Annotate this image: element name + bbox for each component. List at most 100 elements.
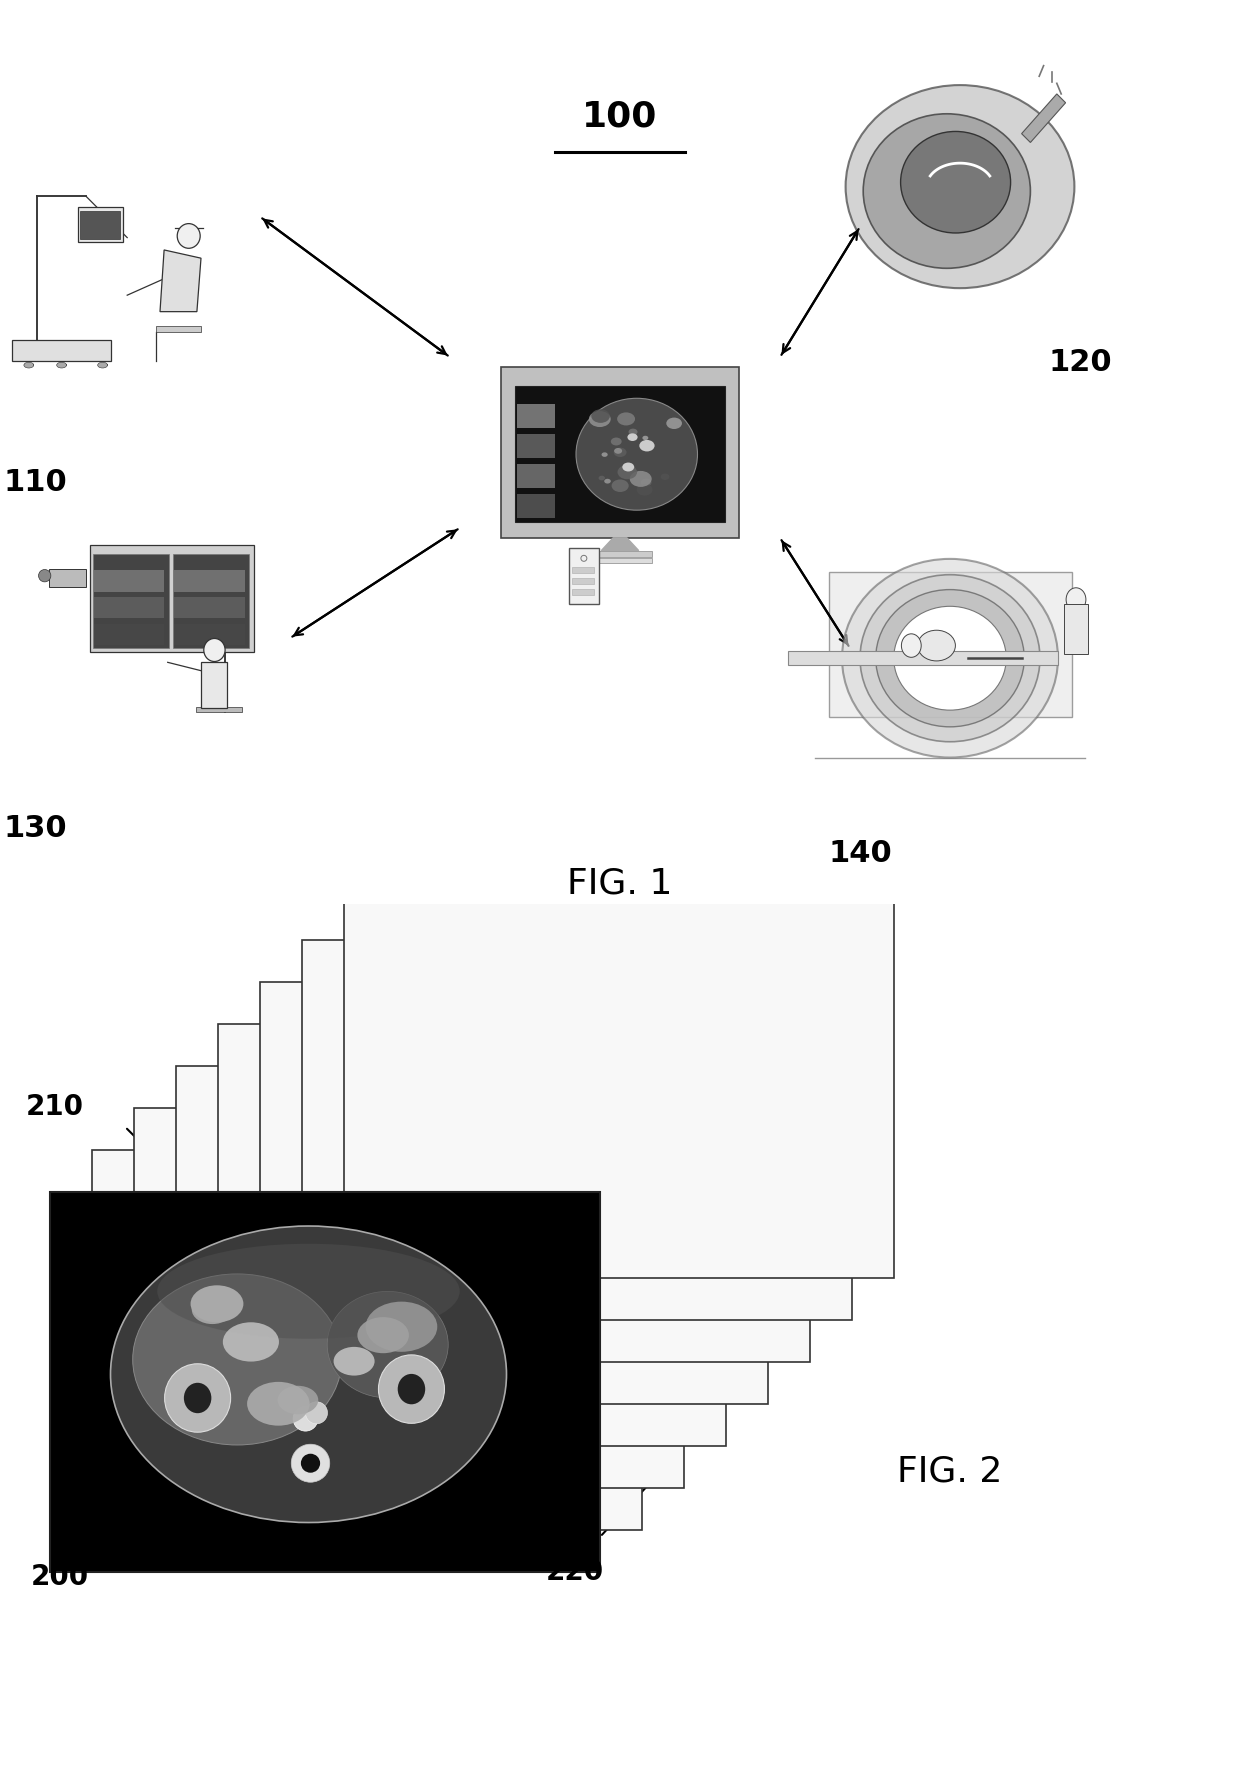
Bar xyxy=(517,464,556,489)
Ellipse shape xyxy=(918,631,955,661)
Ellipse shape xyxy=(863,113,1030,268)
Bar xyxy=(588,558,652,563)
Bar xyxy=(201,663,227,707)
Ellipse shape xyxy=(661,473,670,480)
Bar xyxy=(517,434,556,459)
Bar xyxy=(196,707,242,712)
Text: FIG. 1: FIG. 1 xyxy=(568,867,672,900)
Bar xyxy=(48,569,86,588)
Bar xyxy=(175,597,244,618)
Ellipse shape xyxy=(157,1244,460,1340)
Bar xyxy=(50,1193,600,1572)
Bar xyxy=(176,1065,725,1446)
Ellipse shape xyxy=(1066,588,1086,611)
Ellipse shape xyxy=(640,439,655,452)
Ellipse shape xyxy=(900,131,1011,232)
Bar xyxy=(588,551,652,556)
Bar xyxy=(787,650,1058,666)
Bar xyxy=(12,340,110,361)
Text: 220: 220 xyxy=(546,1558,604,1586)
Ellipse shape xyxy=(875,590,1024,727)
Ellipse shape xyxy=(901,634,921,657)
Bar xyxy=(218,1024,768,1403)
Ellipse shape xyxy=(618,464,637,478)
Ellipse shape xyxy=(622,462,634,471)
Bar xyxy=(94,571,165,592)
Bar xyxy=(343,898,894,1278)
Bar xyxy=(175,624,244,645)
Ellipse shape xyxy=(24,361,33,369)
Polygon shape xyxy=(160,250,201,312)
Text: 210: 210 xyxy=(26,1093,84,1120)
Text: 130: 130 xyxy=(4,815,67,843)
Polygon shape xyxy=(601,539,639,551)
Ellipse shape xyxy=(247,1382,310,1426)
Ellipse shape xyxy=(192,1295,233,1324)
Ellipse shape xyxy=(357,1317,409,1354)
Bar xyxy=(78,207,123,241)
Ellipse shape xyxy=(842,558,1058,758)
Ellipse shape xyxy=(398,1373,425,1403)
Bar xyxy=(303,939,852,1320)
Text: 200: 200 xyxy=(31,1563,89,1591)
Ellipse shape xyxy=(666,418,682,429)
Ellipse shape xyxy=(133,1274,342,1444)
Ellipse shape xyxy=(184,1382,211,1414)
Ellipse shape xyxy=(291,1444,330,1481)
Bar xyxy=(156,326,201,331)
Polygon shape xyxy=(1022,94,1065,142)
Ellipse shape xyxy=(223,1322,279,1361)
Text: 100: 100 xyxy=(583,99,657,133)
Ellipse shape xyxy=(846,85,1074,289)
Ellipse shape xyxy=(293,1407,317,1432)
Ellipse shape xyxy=(894,606,1006,711)
Bar xyxy=(573,588,594,595)
Bar xyxy=(569,548,599,604)
Bar xyxy=(89,544,254,652)
Bar xyxy=(501,367,739,539)
Bar xyxy=(174,555,249,649)
Text: FIG. 2: FIG. 2 xyxy=(898,1455,1003,1488)
Bar xyxy=(517,494,556,519)
Ellipse shape xyxy=(861,574,1040,742)
Ellipse shape xyxy=(327,1292,448,1398)
Ellipse shape xyxy=(636,484,652,496)
Ellipse shape xyxy=(589,411,611,427)
Ellipse shape xyxy=(577,399,697,510)
Ellipse shape xyxy=(110,1226,506,1522)
Ellipse shape xyxy=(629,429,637,436)
Text: 110: 110 xyxy=(4,468,67,498)
Bar xyxy=(94,624,165,645)
Ellipse shape xyxy=(618,413,635,425)
Ellipse shape xyxy=(604,478,611,484)
Ellipse shape xyxy=(57,361,67,369)
Bar xyxy=(573,567,594,574)
Bar xyxy=(134,1108,684,1488)
Ellipse shape xyxy=(278,1386,319,1414)
Bar xyxy=(260,982,810,1363)
Bar xyxy=(94,597,165,618)
Bar xyxy=(517,404,556,429)
Ellipse shape xyxy=(378,1356,444,1423)
Ellipse shape xyxy=(642,436,649,439)
Bar xyxy=(1064,604,1087,654)
Ellipse shape xyxy=(305,1402,327,1425)
Ellipse shape xyxy=(203,638,226,661)
Ellipse shape xyxy=(591,409,610,424)
Ellipse shape xyxy=(627,434,637,441)
Ellipse shape xyxy=(614,448,626,457)
Ellipse shape xyxy=(191,1285,243,1322)
Bar xyxy=(516,386,724,523)
Ellipse shape xyxy=(165,1364,231,1432)
Bar xyxy=(92,1150,642,1529)
Text: 120: 120 xyxy=(1048,347,1112,377)
Bar xyxy=(573,578,594,585)
Ellipse shape xyxy=(366,1302,438,1352)
Bar xyxy=(828,572,1071,718)
Ellipse shape xyxy=(630,471,652,487)
Ellipse shape xyxy=(301,1453,320,1473)
Bar xyxy=(175,571,244,592)
Ellipse shape xyxy=(599,475,605,480)
Ellipse shape xyxy=(38,569,51,581)
Ellipse shape xyxy=(177,223,200,248)
